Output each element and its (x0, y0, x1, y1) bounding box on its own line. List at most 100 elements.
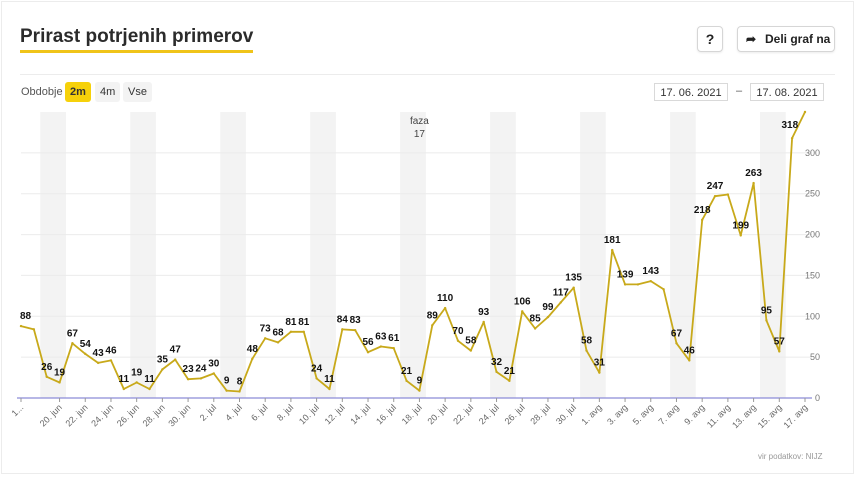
data-label: 57 (774, 336, 786, 347)
x-tick-label: 6. jul (249, 402, 270, 423)
data-label: 218 (694, 205, 711, 216)
x-tick-label: 20. jul (425, 402, 449, 426)
period-button-all[interactable]: Vse (123, 82, 152, 102)
data-point (700, 218, 704, 222)
data-point (726, 193, 730, 196)
data-point (45, 375, 48, 378)
x-tick-label: 22. jul (451, 402, 475, 426)
data-point (366, 351, 370, 354)
period-button-2m[interactable]: 2m (65, 82, 91, 102)
data-label: 58 (581, 336, 593, 347)
x-tick-label: 24. jun (89, 402, 115, 428)
data-point (688, 359, 691, 362)
x-tick-label: 28. jun (141, 402, 167, 428)
data-point (19, 324, 23, 328)
data-label: 67 (67, 328, 79, 339)
data-point (289, 330, 293, 334)
data-label: 63 (375, 332, 387, 343)
data-point (765, 319, 768, 322)
data-label: 110 (437, 293, 454, 304)
data-point (803, 110, 807, 114)
annotation-label: faza (410, 116, 429, 127)
data-point (32, 328, 36, 331)
x-tick-label: 30. jul (554, 402, 578, 426)
data-label: 35 (157, 354, 169, 365)
weekend-band (40, 112, 66, 398)
data-point (199, 377, 203, 380)
data-label: 106 (514, 296, 531, 307)
data-point (341, 328, 344, 331)
data-label: 143 (642, 266, 659, 277)
data-label: 26 (41, 362, 53, 373)
data-point (521, 310, 524, 313)
data-point (431, 324, 434, 327)
annotation-value: 17 (414, 129, 426, 140)
date-from-input[interactable]: 17. 06. 2021 (654, 83, 728, 101)
data-label: 135 (565, 273, 582, 284)
x-tick-label: 1. avg (579, 402, 603, 426)
data-label: 56 (362, 337, 374, 348)
x-tick-label: 16. jul (374, 402, 398, 426)
data-point (212, 372, 215, 375)
data-label: 46 (105, 345, 117, 356)
period-button-4m[interactable]: 4m (95, 82, 121, 102)
data-point (559, 301, 563, 304)
data-label: 199 (732, 220, 749, 231)
data-label: 89 (427, 310, 439, 321)
share-button[interactable]: ➦ Deli graf na (737, 26, 835, 52)
data-point (122, 387, 126, 391)
series-line (20, 111, 806, 393)
data-label: 11 (144, 374, 155, 385)
data-point (84, 352, 87, 356)
x-tick-label: 1... (9, 402, 25, 418)
data-point (315, 377, 318, 380)
date-to-input[interactable]: 17. 08. 2021 (750, 83, 824, 101)
data-label: 8 (237, 376, 243, 387)
data-point (135, 381, 138, 384)
data-label: 70 (452, 326, 464, 337)
data-label: 67 (671, 328, 683, 339)
data-point (238, 390, 241, 393)
data-point (649, 279, 652, 283)
x-tick-label: 18. jul (400, 402, 424, 426)
data-point (778, 350, 781, 353)
x-tick-label: 7. avg (656, 402, 680, 426)
weekend-band (490, 112, 516, 398)
x-tick-label: 14. jul (348, 402, 372, 426)
x-tick-label: 28. jul (528, 402, 552, 426)
data-point (353, 328, 357, 332)
help-button[interactable]: ? (697, 26, 723, 52)
x-tick-label: 2. jul (198, 402, 219, 423)
data-label: 30 (208, 358, 220, 369)
data-point (161, 368, 164, 371)
data-label: 24 (195, 363, 207, 374)
x-tick-label: 24. jul (477, 402, 501, 426)
data-point (675, 342, 678, 345)
data-point (96, 361, 100, 365)
data-label: 263 (745, 168, 762, 179)
share-button-label: Deli graf na (765, 32, 831, 46)
x-tick-label: 20. jun (38, 402, 64, 428)
data-point (533, 327, 537, 330)
data-label: 48 (247, 344, 259, 355)
data-point (598, 371, 601, 374)
x-tick-label: 15. avg (756, 402, 784, 430)
data-point (623, 283, 627, 286)
y-tick-label: 300 (805, 148, 820, 158)
data-label: 54 (80, 339, 92, 350)
data-point (251, 357, 254, 360)
data-label: 93 (478, 307, 490, 318)
data-point (263, 337, 267, 340)
data-point (469, 349, 473, 352)
data-label: 19 (54, 367, 66, 378)
x-tick-label: 9. avg (682, 402, 706, 426)
data-point (109, 359, 113, 362)
data-label: 61 (388, 333, 400, 344)
data-point (572, 286, 575, 289)
weekend-band (310, 112, 336, 398)
data-point (392, 346, 395, 350)
data-label: 43 (93, 348, 105, 359)
data-point (405, 379, 408, 383)
weekend-band (760, 112, 786, 398)
data-point (186, 378, 190, 381)
